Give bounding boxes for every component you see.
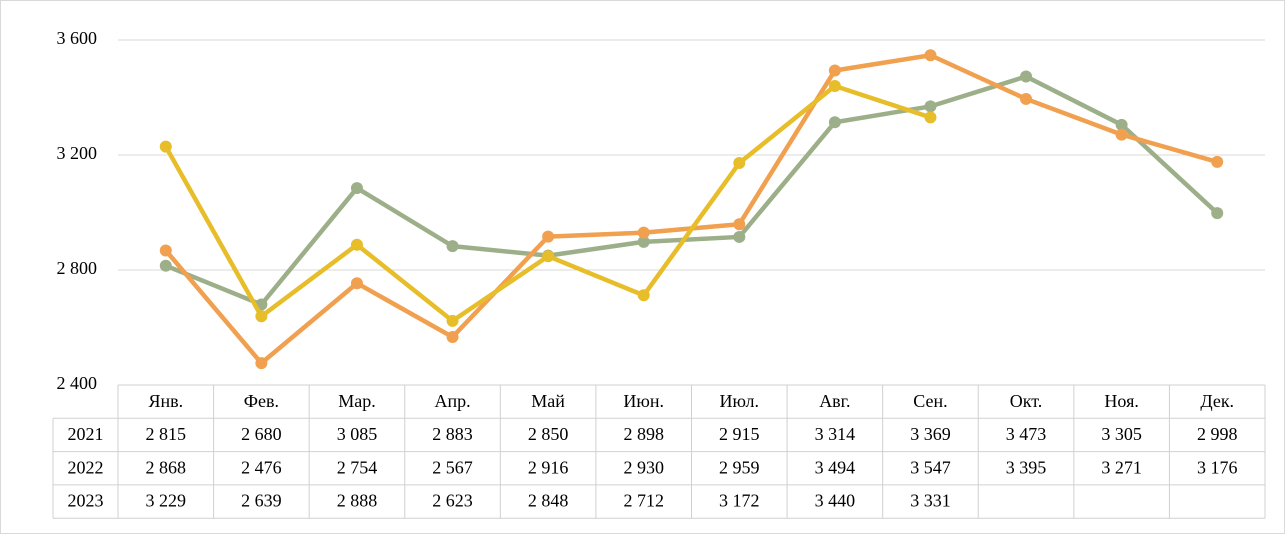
data-point <box>1211 155 1224 168</box>
data-point <box>733 218 746 231</box>
x-tick-label: Май <box>531 391 565 411</box>
table-value: 3 085 <box>337 424 378 444</box>
table-value: 2 850 <box>528 424 569 444</box>
data-point <box>159 244 172 257</box>
data-point <box>828 80 841 92</box>
y-tick-label: 3 600 <box>57 28 98 48</box>
data-point <box>828 64 841 77</box>
data-point <box>255 357 268 370</box>
x-tick-label: Июн. <box>623 391 664 411</box>
y-tick-label: 3 200 <box>57 143 98 163</box>
y-tick-label: 2 400 <box>57 373 98 393</box>
legend-label: 2022 <box>68 457 104 477</box>
data-point <box>159 140 172 153</box>
table-value: 3 369 <box>910 424 951 444</box>
data-point <box>350 238 363 251</box>
data-point <box>924 111 937 124</box>
x-tick-label: Окт. <box>1010 391 1043 411</box>
table-value: 3 172 <box>719 491 760 511</box>
data-point <box>1211 207 1224 220</box>
table-value: 2 898 <box>623 424 664 444</box>
table-value: 3 176 <box>1197 457 1238 477</box>
table-value: 2 848 <box>528 491 569 511</box>
x-tick-label: Июл. <box>720 391 759 411</box>
table-value: 2 680 <box>241 424 282 444</box>
table-value: 3 440 <box>815 491 856 511</box>
x-tick-label: Фев. <box>244 391 279 411</box>
table-value: 2 754 <box>337 457 378 477</box>
data-point <box>446 330 459 343</box>
data-point <box>637 235 650 248</box>
data-point <box>542 250 555 263</box>
y-tick-label: 2 800 <box>57 258 98 278</box>
table-value: 2 930 <box>623 457 664 477</box>
legend-label: 2021 <box>68 424 104 444</box>
data-point <box>446 314 459 327</box>
x-tick-label: Ноя. <box>1104 391 1138 411</box>
table-value: 3 473 <box>1006 424 1047 444</box>
series-line <box>164 74 1219 307</box>
table-value: 3 314 <box>815 424 856 444</box>
x-tick-label: Мар. <box>338 391 376 411</box>
table-value: 2 712 <box>623 491 664 511</box>
data-point <box>924 100 937 113</box>
table-value: 2 639 <box>241 491 282 511</box>
x-tick-label: Янв. <box>148 391 183 411</box>
data-point <box>1115 128 1128 141</box>
table-value: 2 623 <box>432 491 473 511</box>
data-point <box>1115 118 1128 131</box>
data-point <box>733 230 746 243</box>
table-value: 3 305 <box>1101 424 1142 444</box>
table-value: 2 815 <box>146 424 187 444</box>
table-value: 2 476 <box>241 457 282 477</box>
data-point <box>637 289 650 302</box>
x-tick-label: Сен. <box>913 391 947 411</box>
table-value: 2 998 <box>1197 424 1238 444</box>
table-value: 2 883 <box>432 424 473 444</box>
x-tick-label: Дек. <box>1200 391 1234 411</box>
data-point <box>350 182 363 195</box>
x-tick-label: Авг. <box>819 391 850 411</box>
table-value: 2 959 <box>719 457 760 477</box>
table-value: 3 395 <box>1006 457 1047 477</box>
data-point <box>350 277 363 290</box>
data-point <box>1020 70 1033 83</box>
data-point <box>542 230 555 243</box>
table-value: 2 888 <box>337 491 378 511</box>
table-value: 2 868 <box>146 457 187 477</box>
table-value: 3 271 <box>1101 457 1142 477</box>
table-value: 2 567 <box>432 457 473 477</box>
data-point <box>446 240 459 253</box>
table-value: 3 547 <box>910 457 951 477</box>
table-value: 2 915 <box>719 424 760 444</box>
table-value: 3 229 <box>146 491 187 511</box>
x-tick-label: Апр. <box>434 391 470 411</box>
data-point <box>924 49 937 62</box>
table-value: 2 916 <box>528 457 569 477</box>
data-point <box>637 226 650 239</box>
data-point <box>1020 92 1033 105</box>
data-point <box>159 259 172 272</box>
legend-label: 2023 <box>68 491 104 511</box>
data-point <box>733 157 746 170</box>
table-value: 3 494 <box>815 457 856 477</box>
data-point <box>255 310 268 323</box>
table-value: 3 331 <box>910 491 951 511</box>
data-point <box>828 116 841 129</box>
